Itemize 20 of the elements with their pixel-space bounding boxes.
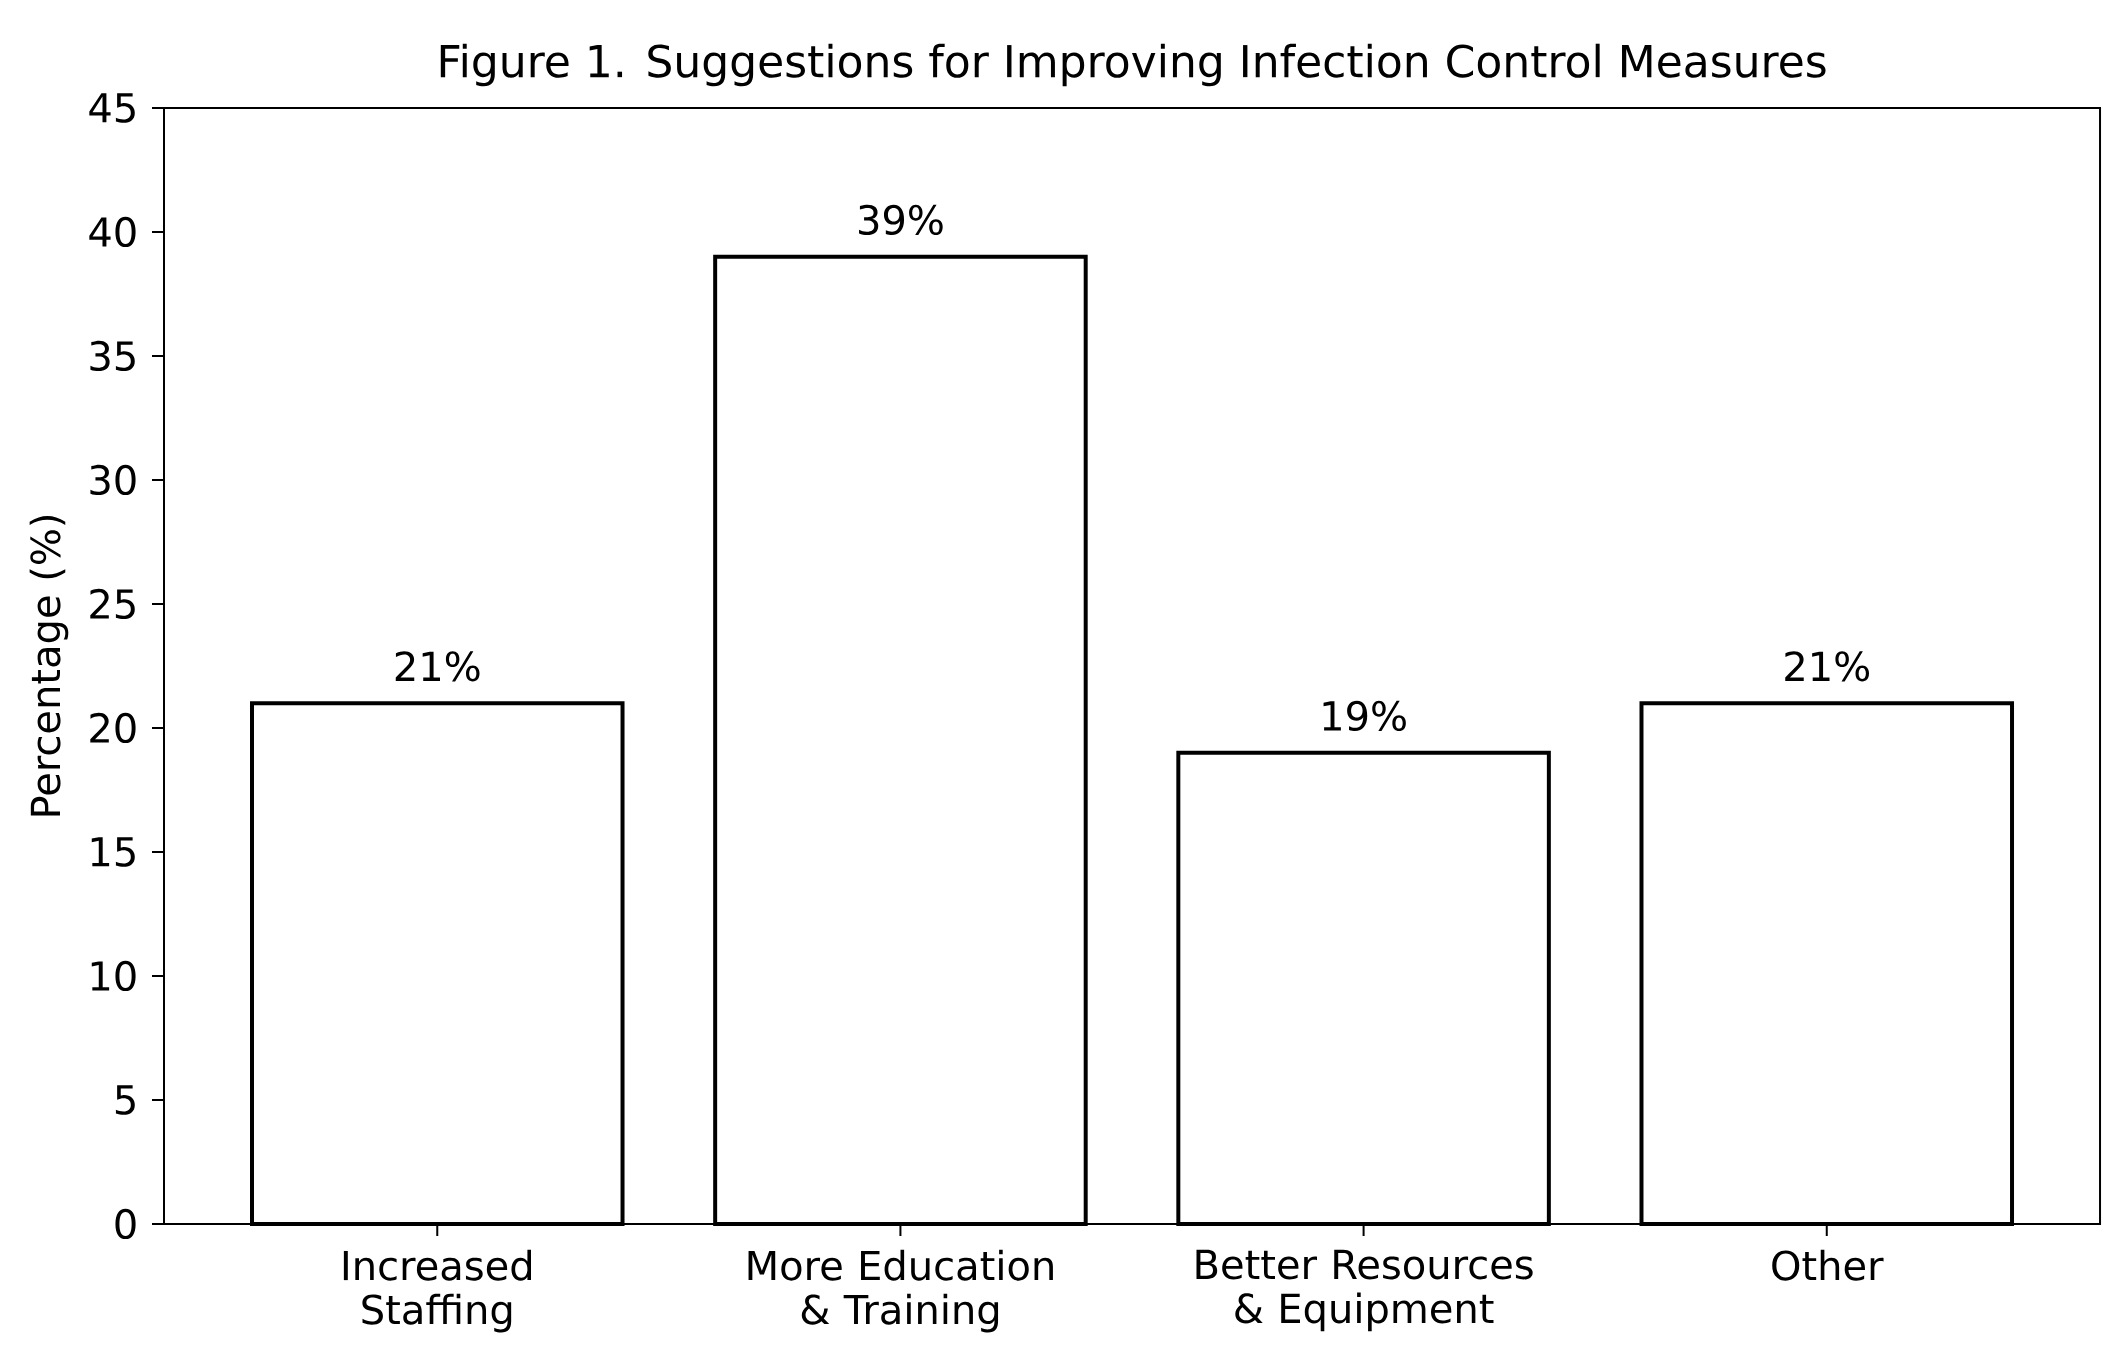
chart-title: Figure 1. Suggestions for Improving Infection Control Measures [440, 43, 1826, 87]
y-tick-label: 5 [115, 1085, 135, 1115]
x-tick-label: Increased Staffing [343, 1249, 531, 1333]
y-tick-label: 0 [115, 1208, 136, 1240]
y-tick-label: 20 [90, 712, 136, 744]
y-axis-title: Percentage (%) [29, 516, 69, 816]
x-tick-label: Better Resources & Equipment [1196, 1249, 1533, 1332]
data-label: 19% [1323, 700, 1406, 732]
y-tick-label: 15 [91, 837, 135, 867]
x-tick-label: Other [1772, 1249, 1884, 1281]
x-tick-label: More Education & Training [748, 1249, 1053, 1333]
y-tick-label: 30 [90, 464, 136, 496]
y-tick-label: 35 [90, 340, 135, 372]
data-label: 21% [1785, 651, 1869, 682]
y-tick-label: 45 [89, 93, 135, 123]
y-tick-label: 40 [89, 216, 136, 248]
data-label: 21% [395, 651, 480, 682]
data-label: 39% [859, 204, 943, 236]
y-tick-label: 25 [90, 588, 135, 620]
y-tick-label: 10 [91, 960, 136, 992]
